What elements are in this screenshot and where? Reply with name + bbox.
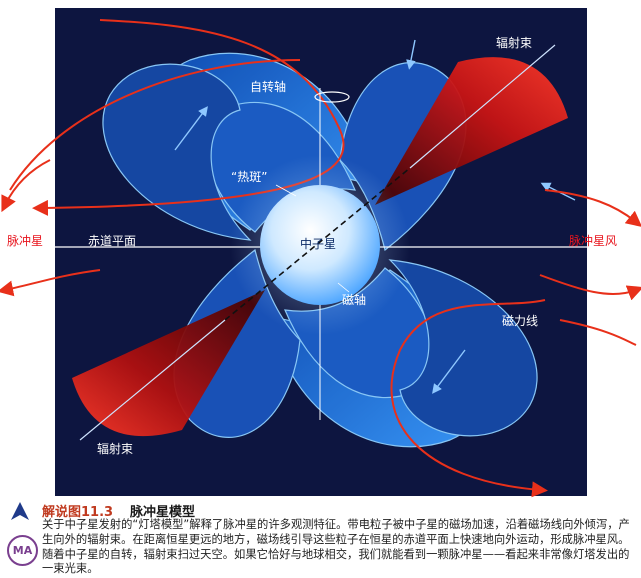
label-rotation-axis: 自转轴 xyxy=(250,80,287,94)
label-pulsar: 脉冲星 xyxy=(7,234,44,248)
label-beam-top: 辐射束 xyxy=(496,36,533,50)
label-beam-bottom: 辐射束 xyxy=(97,442,134,456)
label-equatorial-plane: 赤道平面 xyxy=(88,234,137,248)
neutron-star xyxy=(260,185,380,305)
ma-badge-icon: MA xyxy=(7,535,38,566)
figure-arrow-icon xyxy=(11,502,29,520)
pulsar-model-diagram xyxy=(0,8,641,498)
caption-title: 脉冲星模型 xyxy=(130,505,196,520)
pulsar-wind-lines xyxy=(0,19,641,498)
magnetic-axis-ext-bottom xyxy=(79,319,226,441)
label-magnetic-axis: 磁轴 xyxy=(342,293,367,307)
label-hot-spot: “热斑” xyxy=(231,170,268,184)
caption-figure-label: 解说图11.3 xyxy=(42,505,114,520)
magnetic-axis-ext-top xyxy=(409,44,556,169)
leader-lines xyxy=(275,184,350,293)
label-pulsar-wind: 脉冲星风 xyxy=(569,234,618,248)
rotation-arrow-icon xyxy=(314,91,350,103)
label-neutron-star: 中子星 xyxy=(300,237,337,251)
caption-body: 关于中子星发射的“灯塔模型”解释了脉冲星的许多观测特征。带电粒子被中子星的磁场加… xyxy=(42,518,630,576)
radiation-beam-top xyxy=(375,57,568,205)
label-field-lines: 磁力线 xyxy=(502,314,539,328)
